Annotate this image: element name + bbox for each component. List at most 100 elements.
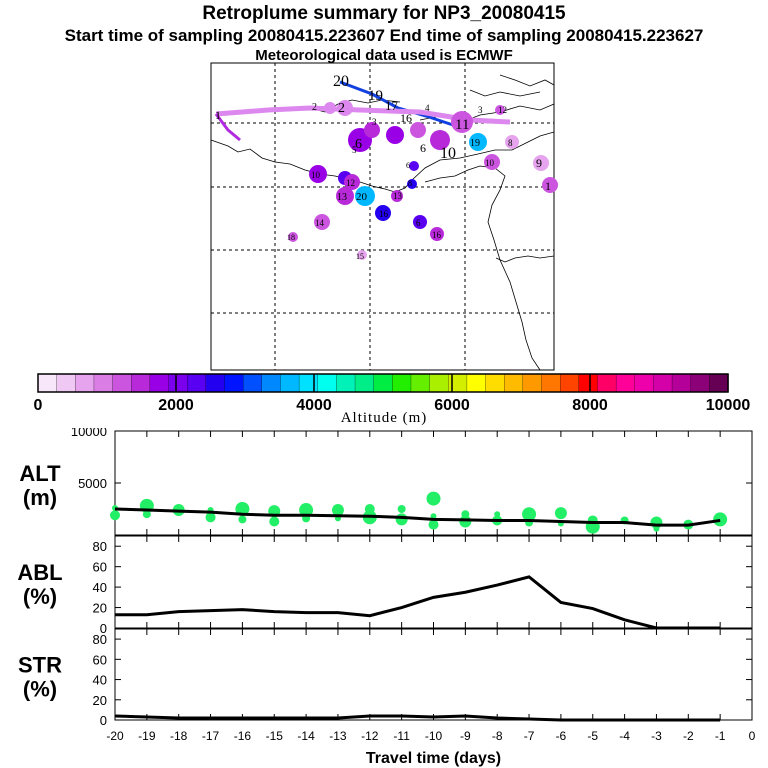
- plume-marker: [542, 177, 558, 193]
- map-label: 6: [406, 161, 410, 170]
- retroplume-map: 1 2 6 6 5 3 4 3 10 19 8 9 1 10 10 12 13 …: [210, 62, 558, 371]
- map-label: 9: [536, 156, 542, 170]
- series-line-str: [114, 714, 721, 722]
- colorbar-swatch: [392, 373, 412, 393]
- series-line-alt: [114, 507, 721, 527]
- trajectory-line-west: [214, 113, 241, 142]
- x-tick-label: -4: [619, 729, 630, 743]
- map-label: 19: [368, 88, 383, 104]
- colorbar-swatch: [429, 373, 449, 393]
- x-tick-label: -17: [202, 729, 220, 743]
- colorbar-swatch: [671, 373, 692, 393]
- plume-marker: [357, 250, 367, 260]
- map-label: 12: [498, 105, 507, 115]
- map-label: 17: [385, 98, 399, 113]
- plume-marker: [505, 135, 519, 149]
- plume-marker: [336, 187, 354, 205]
- map-label: 6: [416, 218, 421, 228]
- y-tick-label: 60: [93, 652, 107, 667]
- colorbar-tick-label: 0: [34, 397, 43, 412]
- panel-str: 0 20 40 60 80 STR(%): [18, 628, 753, 728]
- plume-markers: [288, 100, 558, 260]
- y-tick-label: 20: [93, 693, 107, 708]
- colorbar-swatch: [224, 373, 244, 393]
- plume-marker: [391, 190, 403, 202]
- plume-marker: [288, 232, 298, 242]
- colorbar-swatch: [597, 373, 617, 393]
- map-label: 8: [508, 138, 513, 148]
- colorbar-swatch: [541, 373, 561, 393]
- colorbar-swatch: [522, 373, 543, 393]
- map-label: 10: [440, 145, 456, 162]
- map-label: 2: [312, 102, 317, 113]
- y-axis-label: (m): [23, 485, 57, 510]
- plume-marker: [430, 130, 450, 150]
- map-label: 20: [356, 191, 368, 203]
- x-tick-label: 0: [749, 729, 756, 743]
- y-axis-label: ALT: [19, 461, 61, 486]
- map-label: 18: [287, 233, 295, 242]
- map-label: 13: [337, 192, 347, 203]
- map-label: 8: [408, 179, 412, 188]
- map-coastline: [210, 74, 555, 371]
- map-label: 12: [346, 178, 355, 188]
- map-label: 11: [455, 117, 469, 133]
- altitude-point: [653, 525, 660, 532]
- map-label: 19: [470, 138, 480, 149]
- x-tick-label: -9: [460, 729, 471, 743]
- map-label: 1: [215, 108, 221, 122]
- colorbar-swatch: [149, 373, 170, 393]
- panel-frame: [114, 535, 753, 629]
- altitude-point: [331, 504, 344, 517]
- altitude-point: [238, 515, 247, 524]
- colorbar-swatch: [205, 373, 226, 393]
- altitude-point: [522, 507, 537, 522]
- map-label: 2: [338, 101, 345, 116]
- plume-marker: [314, 214, 330, 230]
- colorbar-frame: [37, 373, 729, 393]
- colorbar-swatch: [560, 373, 580, 393]
- altitude-point: [554, 507, 567, 520]
- x-tick-label: -14: [297, 729, 315, 743]
- altitude-point: [430, 513, 437, 520]
- series-line-abl: [115, 575, 721, 630]
- x-tick-label: -11: [393, 729, 410, 743]
- colorbar-swatches: [37, 373, 729, 393]
- colorbar-swatch: [298, 373, 319, 393]
- colorbar-swatch: [317, 373, 338, 393]
- colorbar-swatch: [37, 373, 58, 393]
- x-tick-label: -16: [234, 729, 252, 743]
- colorbar-swatch: [578, 373, 599, 393]
- map-label: 10: [485, 158, 495, 168]
- altitude-point: [110, 510, 120, 521]
- altitude-point: [395, 513, 408, 526]
- plume-marker: [484, 154, 500, 170]
- plume-marker: [410, 122, 426, 138]
- plume-marker: [355, 186, 375, 206]
- colorbar-tick-label: 4000: [296, 397, 332, 412]
- colorbar-swatch: [336, 373, 356, 393]
- x-tick-label: -5: [587, 729, 598, 743]
- plume-marker: [469, 133, 487, 151]
- plume-marker: [413, 215, 427, 229]
- y-tick-label: 0: [100, 713, 107, 728]
- plume-marker: [430, 227, 444, 241]
- x-tick-label: -7: [524, 729, 535, 743]
- y-tick-label: 5000: [78, 476, 107, 491]
- map-label: 16: [432, 230, 442, 240]
- colorbar-swatch: [131, 373, 151, 393]
- plume-marker: [344, 174, 360, 190]
- altitude-point: [713, 512, 728, 527]
- x-tick-label: -15: [266, 729, 284, 743]
- meteorological-note: Meteorological data used is ECMWF: [255, 47, 513, 64]
- colorbar-swatch: [448, 373, 468, 393]
- plume-marker: [364, 122, 380, 138]
- map-label: 1: [545, 179, 551, 193]
- colorbar-ticks: 0 2000 4000 6000 8000 10000: [34, 374, 750, 412]
- y-tick-label: 10000: [71, 428, 107, 439]
- altitude-point: [299, 503, 314, 518]
- x-tick-label: -20: [106, 729, 124, 743]
- colorbar-swatch: [112, 373, 132, 393]
- trajectory-line-high: [339, 80, 457, 128]
- map-label: 3: [372, 117, 377, 127]
